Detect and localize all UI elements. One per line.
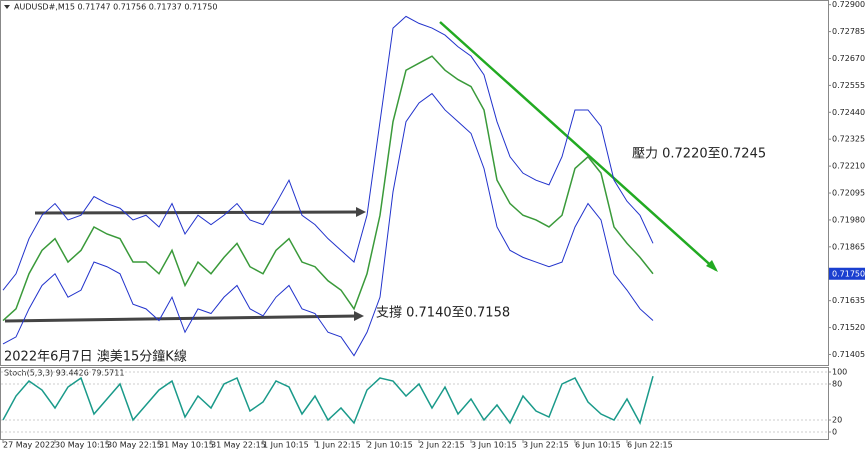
y-tick-label: 0.72210 [832,162,865,171]
menu-icon [4,5,10,9]
y-tick-label: 0.71980 [832,215,865,224]
x-tick-label: 2 Jun 22:15 [419,441,465,450]
x-tick-label: 3 Jun 22:15 [523,441,569,450]
series-line [2,55,654,322]
series-line [2,92,654,357]
x-tick-label: 31 May 10:15 [159,441,214,450]
y-tick-label: 0 [832,428,837,437]
chart-caption: 2022年6月7日 澳美15分鐘K線 [4,349,187,365]
y-tick-label: 0.72670 [832,54,865,63]
y-tick-label: 0.71865 [832,242,865,251]
x-tick-label: 30 May 22:15 [107,441,162,450]
resistance-trendline [439,21,717,271]
arrow-head [354,311,364,321]
x-tick-label: 2 Jun 10:15 [367,441,413,450]
arrow-head [706,260,718,272]
arrow-head [356,207,366,217]
stoch-title: Stoch(5,3,3) 93.4426 79.5711 [4,369,124,378]
y-tick-label: 0.72095 [832,189,865,198]
x-tick-label: 3 Jun 10:15 [471,441,517,450]
x-tick-label: 27 May 2022 [3,441,55,450]
price-tag-label: 0.71750 [832,269,865,278]
x-tick-label: 30 May 10:15 [55,441,110,450]
price-tag [829,267,865,280]
series-line [2,375,654,425]
x-tick-label: 6 Jun 22:15 [627,441,673,450]
resistance-note: 壓力 0.7220至0.7245 [632,147,766,162]
y-tick-label: 0.72440 [832,108,865,117]
y-tick-label: 80 [832,380,842,389]
support-note: 支撐 0.7140至0.7158 [376,306,510,321]
y-tick-label: 0.72785 [832,27,865,36]
y-tick-label: 0.71635 [832,296,865,305]
chart-title: AUDUSD#,M15 0.71747 0.71756 0.71737 0.71… [14,3,217,12]
y-tick-label: 0.72555 [832,81,865,90]
x-tick-label: 1 Jun 22:15 [315,441,361,450]
series-line [2,15,654,291]
x-tick-label: 1 Jun 10:15 [263,441,309,450]
y-tick-label: 0.71405 [832,350,865,359]
range-line [34,210,361,215]
y-tick-label: 0.71520 [832,323,865,332]
y-tick-label: 100 [832,368,847,377]
x-tick-label: 31 May 22:15 [211,441,266,450]
price-panel [0,0,829,366]
x-tick-label: 6 Jun 10:15 [575,441,621,450]
y-tick-label: 0.72325 [832,135,865,144]
y-tick-label: 20 [832,416,842,425]
stoch-panel [0,367,829,440]
support-line [4,314,359,323]
y-tick-label: 0.72900 [832,0,865,9]
